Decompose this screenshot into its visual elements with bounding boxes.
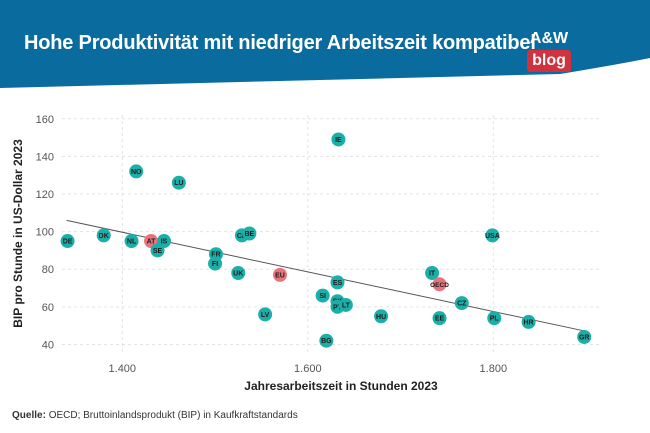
y-tick-label: 140 [36, 151, 54, 163]
point-uk [231, 266, 246, 280]
point-label-fi: FI [212, 261, 218, 268]
point-hu [374, 309, 389, 324]
point-label-se: SE [153, 248, 163, 255]
y-axis-title: BIP pro Stunde in US-Dollar 2023 [11, 139, 25, 328]
point-it [425, 266, 440, 280]
point-oecd [432, 277, 447, 292]
point-label-lu: LU [174, 180, 183, 187]
point-label-si: SI [319, 293, 326, 300]
point-be [242, 226, 257, 241]
point-de [60, 234, 75, 249]
point-label-at: AT [147, 239, 157, 246]
point-label-it: IT [429, 271, 436, 278]
point-label-gr: GR [579, 334, 590, 341]
point-label-is: IS [161, 239, 168, 246]
y-tick-label: 160 [36, 114, 54, 126]
point-ie [331, 132, 346, 147]
point-nl [124, 234, 139, 249]
point-label-cz: CZ [457, 301, 467, 308]
point-label-es: ES [333, 280, 343, 287]
point-pl [487, 311, 502, 326]
point-usa [485, 228, 500, 243]
point-label-no: NO [131, 169, 142, 176]
point-label-nl: NL [127, 239, 137, 246]
point-label-oecd: OECD [430, 282, 449, 289]
point-label-uk: UK [233, 271, 243, 278]
x-tick-label: 1.600 [294, 363, 322, 375]
point-fi [208, 256, 223, 271]
point-label-be: BE [245, 231, 255, 238]
point-lu [171, 175, 186, 190]
point-label-ie: IE [335, 137, 342, 144]
source-label: Quelle: [12, 410, 46, 421]
y-tick-label: 100 [36, 227, 54, 239]
point-lv [258, 307, 273, 322]
source-text: OECD; Bruttoinlandsprodukt (BIP) in Kauf… [48, 410, 298, 421]
y-tick-label: 40 [42, 339, 54, 351]
point-label-hu: HU [376, 314, 386, 321]
point-label-usa: USA [485, 233, 500, 240]
point-si [315, 288, 330, 303]
point-label-ee: EE [435, 316, 445, 323]
point-dk [96, 228, 111, 243]
point-es [330, 275, 345, 290]
point-se [150, 243, 165, 258]
header-banner [0, 0, 650, 100]
source-note: Quelle: OECD; Bruttoinlandsprodukt (BIP)… [12, 410, 298, 421]
y-tick-label: 60 [42, 302, 54, 314]
y-tick-label: 120 [36, 189, 54, 201]
header-banner-shape [0, 0, 650, 88]
point-label-dk: DK [99, 233, 109, 240]
logo-text-top: A&W [529, 30, 569, 47]
logo-text-bottom: blog [527, 50, 571, 72]
point-label-eu: EU [275, 272, 285, 279]
point-hr [521, 314, 536, 329]
point-label-bg: BG [321, 338, 332, 345]
point-no [129, 164, 144, 179]
point-lt [338, 297, 353, 312]
point-gr [577, 329, 592, 344]
x-axis-title: Jahresarbeitszeit in Stunden 2023 [244, 379, 438, 393]
point-bg [319, 333, 334, 348]
point-label-pl: PL [490, 316, 500, 323]
point-label-hr: HR [524, 319, 534, 326]
point-label-lv: LV [261, 312, 270, 319]
point-eu [272, 267, 287, 282]
x-tick-label: 1.400 [109, 363, 137, 375]
trend-line [66, 219, 587, 332]
point-label-de: DE [63, 239, 73, 246]
point-label-fr: FR [211, 252, 220, 259]
x-tick-label: 1.800 [480, 363, 508, 375]
point-label-ch: CH [237, 233, 247, 240]
point-label-lt: LT [342, 302, 351, 309]
point-cz [454, 296, 469, 311]
page-title: Hohe Produktivität mit niedriger Arbeits… [24, 32, 536, 54]
aw-blog-logo[interactable]: A&W blog [524, 30, 574, 74]
point-ee [432, 311, 447, 326]
y-tick-label: 80 [42, 264, 54, 276]
point-label-pt: PT [333, 304, 343, 311]
